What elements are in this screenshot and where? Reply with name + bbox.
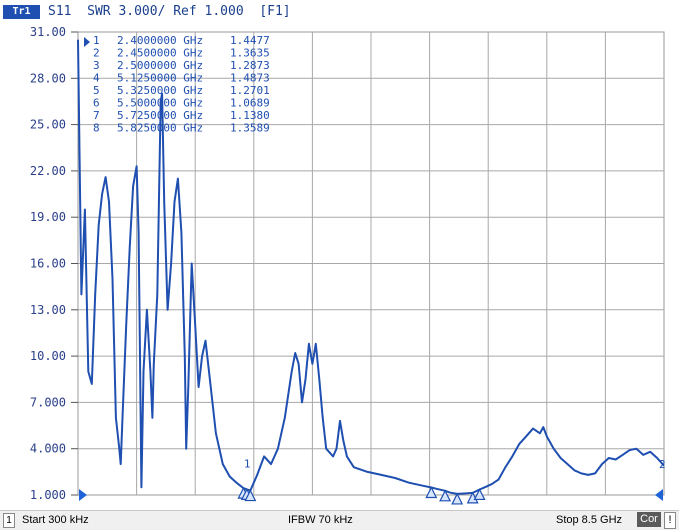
marker-row-value: 1.3589 [230, 122, 270, 135]
y-tick-label: 19.00 [30, 210, 66, 224]
right-edge-label: 2 [659, 458, 666, 471]
y-tick-label: 16.00 [30, 257, 66, 271]
marker-row-freq: 2.4500000 GHz [117, 47, 203, 60]
active-marker-pointer [84, 37, 90, 47]
marker-readout: 1 2.4000000 GHz 1.4477 2 2.4500000 GHz 1.3635… [84, 34, 270, 135]
marker-row-freq: 5.7250000 GHz [117, 109, 203, 122]
left-ref-arrow[interactable] [79, 489, 87, 501]
marker-row-value: 1.0689 [230, 97, 270, 110]
y-tick-label: 31.00 [30, 25, 66, 39]
trace-S11 [77, 39, 665, 495]
marker-3[interactable] [244, 489, 257, 502]
reference-arrows: 2 [79, 458, 666, 501]
trace-header: Tr1 S11 SWR 3.000/ Ref 1.000 [F1] [0, 0, 679, 24]
right-ref-arrow[interactable] [655, 489, 663, 501]
marker-row-freq: 5.5000000 GHz [117, 97, 203, 110]
marker-5[interactable] [439, 489, 452, 502]
marker-row-freq: 2.4000000 GHz [117, 34, 203, 47]
marker-row-freq: 2.5000000 GHz [117, 59, 203, 72]
y-ticks: 31.00 28.00 25.00 22.00 19.00 16.00 13.00 10.00… [30, 25, 78, 502]
channel-indicator[interactable]: 1 [3, 513, 15, 528]
marker-row-value: 1.4873 [230, 72, 270, 85]
marker-row-value: 1.4477 [230, 34, 270, 47]
trace-layer [77, 39, 665, 495]
marker-row-id: 6 [93, 97, 100, 110]
y-tick-label: 1.000 [30, 488, 66, 502]
stop-frequency: Stop 8.5 GHz [556, 514, 623, 526]
trace-title: S11 SWR 3.000/ Ref 1.000 [F1] [48, 4, 291, 19]
y-tick-label: 10.00 [30, 349, 66, 363]
warning-badge[interactable]: ! [664, 512, 676, 529]
marker-row-id: 5 [93, 84, 100, 97]
marker-row-freq: 5.3250000 GHz [117, 84, 203, 97]
y-tick-label: 25.00 [30, 118, 66, 132]
marker-row-value: 1.2701 [230, 84, 270, 97]
marker-row-id: 1 [93, 34, 100, 47]
marker-row-id: 7 [93, 109, 100, 122]
marker-row-freq: 5.8250000 GHz [117, 122, 203, 135]
marker-row-id: 4 [93, 72, 100, 85]
y-tick-label: 22.00 [30, 164, 66, 178]
marker-6[interactable] [451, 492, 464, 505]
marker-label-1: 1 [244, 457, 251, 470]
marker-row-id: 3 [93, 59, 100, 72]
marker-row-id: 8 [93, 122, 100, 135]
marker-4[interactable] [425, 486, 438, 499]
start-frequency: Start 300 kHz [22, 514, 89, 526]
trace-badge[interactable]: Tr1 [3, 5, 40, 19]
correction-badge[interactable]: Cor [637, 512, 661, 527]
y-tick-label: 28.00 [30, 71, 66, 85]
marker-row-value: 1.2873 [230, 59, 270, 72]
marker-8[interactable] [473, 488, 486, 501]
marker-row-value: 1.3635 [230, 47, 270, 60]
swr-chart: 31.00 28.00 25.00 22.00 19.00 16.00 13.00 10.00… [30, 25, 666, 505]
status-bar: 1 Start 300 kHz IFBW 70 kHz Stop 8.5 GHz… [0, 510, 679, 530]
y-tick-label: 4.000 [30, 442, 66, 456]
ifbw-label: IFBW 70 kHz [288, 514, 353, 526]
grid-layer [78, 32, 664, 495]
marker-row-value: 1.1380 [230, 109, 270, 122]
marker-layer: 1 [237, 457, 486, 505]
y-tick-label: 7.000 [30, 395, 66, 409]
marker-row-id: 2 [93, 47, 100, 60]
marker-row-freq: 5.1250000 GHz [117, 72, 203, 85]
y-tick-label: 13.00 [30, 303, 66, 317]
